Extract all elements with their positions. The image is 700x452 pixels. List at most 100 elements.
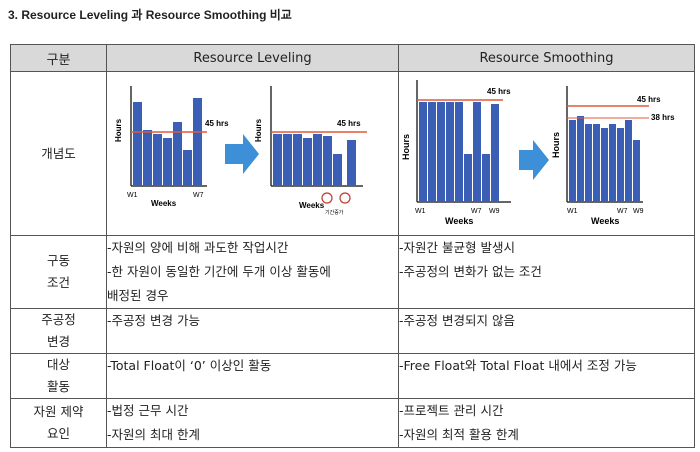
bar xyxy=(193,98,202,186)
bar xyxy=(609,124,616,202)
row-label-line: 요인 xyxy=(46,426,70,441)
row-critical-path: 주공정 변경 -주공정 변경 가능 -주공정 변경되지 않음 xyxy=(10,308,695,354)
bar xyxy=(446,102,454,202)
cell-line: -주공정의 변화가 없는 조건 xyxy=(399,264,542,279)
hours-label: Hours xyxy=(254,118,263,142)
cell-line: -주공정 변경되지 않음 xyxy=(399,313,515,328)
bar xyxy=(437,102,445,202)
header-category: 구분 xyxy=(10,44,107,72)
row-label-line: 자원 제약 xyxy=(33,404,84,419)
bar xyxy=(473,102,481,202)
cell-line: -자원간 불균형 발생시 xyxy=(399,240,515,255)
hrs-45-label: 45 hrs xyxy=(637,95,661,104)
section-title: 3. Resource Leveling 과 Resource Smoothin… xyxy=(8,8,292,22)
hours-label: Hours xyxy=(401,134,411,160)
weeks-label: Weeks xyxy=(299,201,325,210)
cell-line: 배정된 경우 xyxy=(107,288,169,303)
hours-label: Hours xyxy=(114,118,123,142)
hrs-45-label: 45 hrs xyxy=(487,87,511,96)
bar xyxy=(173,122,182,186)
row-label-line: 주공정 xyxy=(41,312,76,327)
row-constraints: 자원 제약 요인 -법정 근무 시간 -자원의 최대 한계 -프로젝트 관리 시… xyxy=(10,398,695,448)
cell-line: -프로젝트 관리 시간 xyxy=(399,403,504,418)
w7-label: W7 xyxy=(617,208,628,215)
bar xyxy=(347,140,356,186)
bar xyxy=(273,134,282,186)
row-label-line: 활동 xyxy=(46,379,70,394)
header-leveling: Resource Leveling xyxy=(106,44,399,72)
row-label-line: 대상 xyxy=(46,357,70,372)
bar xyxy=(313,134,322,186)
bar xyxy=(133,102,142,186)
smoothing-cell: -프로젝트 관리 시간 -자원의 최적 활용 한계 xyxy=(398,398,695,448)
w7-label: W7 xyxy=(471,208,482,215)
w9-label: W9 xyxy=(633,208,644,215)
leveling-diagram: Hours 45 hrs W1 W7 Weeks xyxy=(114,86,367,216)
row-trigger: 구동 조건 -자원의 양에 비해 과도한 작업시간 -한 자원이 동일한 기간에… xyxy=(10,235,695,309)
bar xyxy=(163,138,172,186)
row-target-activity: 대상 활동 -Total Float이 ‘0’ 이상인 활동 -Free Flo… xyxy=(10,353,695,399)
cell-line: -Free Float와 Total Float 내에서 조정 가능 xyxy=(399,358,637,373)
bar xyxy=(143,130,152,186)
bar xyxy=(455,102,463,202)
bar xyxy=(323,136,332,186)
row-label-diagram: 개념도 xyxy=(10,71,107,236)
w9-label: W9 xyxy=(489,208,500,215)
cell-line: -자원의 양에 비해 과도한 작업시간 xyxy=(107,240,289,255)
hours-label: Hours xyxy=(551,132,561,158)
bar xyxy=(633,140,640,202)
bar xyxy=(153,134,162,186)
bars-after xyxy=(569,116,640,202)
bar xyxy=(303,138,312,186)
bars-before xyxy=(419,102,499,202)
header-smoothing: Resource Smoothing xyxy=(398,44,695,72)
bar xyxy=(419,102,427,202)
bar xyxy=(491,104,499,202)
bar xyxy=(577,116,584,202)
w1-label: W1 xyxy=(127,192,138,199)
bar xyxy=(183,150,192,186)
w7-label: W7 xyxy=(193,192,204,199)
row-label-line: 조건 xyxy=(46,275,70,290)
bar xyxy=(293,134,302,186)
w1-label: W1 xyxy=(415,208,426,215)
bar xyxy=(617,128,624,202)
cell-line: -한 자원이 동일한 기간에 두개 이상 활동에 xyxy=(107,264,331,279)
smoothing-cell: -주공정 변경되지 않음 xyxy=(398,308,695,354)
bars-after xyxy=(273,134,356,186)
cell-line: -자원의 최대 한계 xyxy=(107,427,200,442)
bar xyxy=(625,120,632,202)
weeks-label: Weeks xyxy=(445,216,473,226)
smoothing-diagram: Hours 45 hrs W1 W7 W9 Weeks xyxy=(401,80,675,226)
header-row: 구분 Resource Leveling Resource Smoothing xyxy=(10,44,695,72)
row-label: 자원 제약 요인 xyxy=(10,398,107,448)
bar xyxy=(482,154,490,202)
row-label-line: 구동 xyxy=(46,253,70,268)
cell-line: -자원의 최적 활용 한계 xyxy=(399,427,519,442)
bar xyxy=(569,120,576,202)
smoothing-cell: -Free Float와 Total Float 내에서 조정 가능 xyxy=(398,353,695,399)
leveling-cell: -법정 근무 시간 -자원의 최대 한계 xyxy=(106,398,399,448)
hrs-38-label: 38 hrs xyxy=(651,113,675,122)
cell-line: -Total Float이 ‘0’ 이상인 활동 xyxy=(107,358,272,373)
leveling-cell: -주공정 변경 가능 xyxy=(106,308,399,354)
smoothing-diagram-cell: Hours 45 hrs W1 W7 W9 Weeks xyxy=(398,71,695,236)
comparison-table: 구분 Resource Leveling Resource Smoothing … xyxy=(10,44,695,448)
row-label: 주공정 변경 xyxy=(10,308,107,354)
arrow-icon xyxy=(225,134,259,174)
bar xyxy=(283,134,292,186)
hrs-45-label: 45 hrs xyxy=(337,119,361,128)
row-label: 구동 조건 xyxy=(10,235,107,309)
row-label-line: 변경 xyxy=(46,334,70,349)
weeks-label: Weeks xyxy=(151,199,177,208)
leveling-tag: 기간증가 xyxy=(325,209,344,216)
diagram-row: 개념도 Hours 45 hrs W1 W7 xyxy=(10,71,695,236)
bars-before xyxy=(133,98,202,186)
clock-icon xyxy=(321,192,351,204)
bar xyxy=(601,128,608,202)
arrow-icon xyxy=(519,140,549,180)
row-label: 대상 활동 xyxy=(10,353,107,399)
leveling-cell: -자원의 양에 비해 과도한 작업시간 -한 자원이 동일한 기간에 두개 이상… xyxy=(106,235,399,309)
bar xyxy=(585,124,592,202)
leveling-cell: -Total Float이 ‘0’ 이상인 활동 xyxy=(106,353,399,399)
